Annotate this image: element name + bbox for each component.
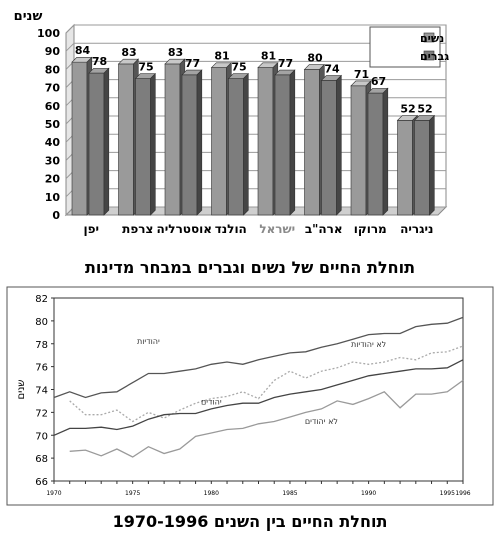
x-tick-label: 1970 bbox=[46, 490, 61, 497]
y-tick-label: 10 bbox=[45, 191, 61, 204]
y-tick-label: 20 bbox=[45, 173, 61, 186]
data-label: 84 bbox=[75, 44, 91, 57]
y-tick-label: 40 bbox=[45, 136, 61, 149]
chart-frame bbox=[6, 286, 494, 506]
legend-label: נשים bbox=[420, 32, 444, 45]
bar-side bbox=[103, 67, 110, 216]
x-tick-label: ארה"ב bbox=[305, 222, 343, 236]
bar-side bbox=[336, 74, 342, 216]
gridline bbox=[65, 24, 75, 34]
data-label: 81 bbox=[214, 50, 229, 63]
data-label: 75 bbox=[138, 61, 153, 74]
data-label: 78 bbox=[92, 55, 107, 68]
y-tick-label: 78 bbox=[35, 340, 48, 351]
series-line bbox=[69, 379, 464, 458]
y-tick-label: 76 bbox=[35, 363, 48, 374]
data-label: 52 bbox=[400, 102, 415, 115]
series-label: לא יהודיות bbox=[351, 340, 386, 349]
y-tick-label: 70 bbox=[35, 431, 48, 442]
x-tick-label: ישראל bbox=[259, 222, 295, 236]
x-tick-label: הולנד bbox=[215, 222, 247, 236]
bar-side bbox=[150, 72, 156, 216]
x-tick-label: צרפת bbox=[122, 222, 153, 236]
data-label: 83 bbox=[121, 46, 136, 59]
data-label: 83 bbox=[168, 46, 183, 59]
bar-side bbox=[382, 87, 389, 216]
bar-side bbox=[289, 69, 296, 216]
series-label: לא יהודים bbox=[305, 417, 338, 426]
y-tick-label: 72 bbox=[35, 408, 48, 419]
y-tick-label: 74 bbox=[35, 386, 48, 397]
data-label: 52 bbox=[417, 102, 432, 115]
x-tick-label: 1996 bbox=[455, 490, 470, 497]
bar-side bbox=[196, 69, 203, 216]
x-tick-label: 1995 bbox=[440, 490, 455, 497]
bar-chart: 0102030405060708090100שנים8478יפן8375צרפ… bbox=[14, 9, 450, 236]
data-label: 81 bbox=[261, 50, 276, 63]
gridline bbox=[65, 42, 75, 52]
series-label: יהודים bbox=[201, 397, 222, 406]
line-chart-title: תוחלת החיים בין השנים 1970-1996 bbox=[112, 512, 388, 531]
x-tick-label: 1980 bbox=[204, 490, 219, 497]
y-tick-label: 60 bbox=[45, 100, 61, 113]
y-axis-title: שנים bbox=[14, 9, 43, 24]
y-tick-label: 68 bbox=[35, 454, 48, 465]
x-tick-label: 1975 bbox=[125, 490, 140, 497]
y-tick-label: 50 bbox=[45, 118, 61, 131]
data-label: 74 bbox=[324, 62, 340, 75]
x-tick-label: יפן bbox=[83, 222, 99, 236]
data-label: 71 bbox=[354, 68, 369, 81]
data-label: 80 bbox=[307, 51, 323, 64]
data-label: 77 bbox=[185, 57, 200, 70]
series-line bbox=[69, 345, 464, 423]
y-tick-label: 82 bbox=[35, 294, 48, 305]
bar-side bbox=[429, 114, 435, 216]
x-tick-label: ניגריה bbox=[400, 222, 433, 236]
y-tick-label: 90 bbox=[45, 45, 61, 58]
y-tick-label: 70 bbox=[45, 82, 61, 95]
data-label: 77 bbox=[278, 57, 293, 70]
x-tick-label: 1990 bbox=[361, 490, 376, 497]
data-label: 75 bbox=[231, 61, 246, 74]
line-chart: 66 68 70 72 74 76 78 80 82 1970 1975 1980 1985 1990 19… bbox=[6, 286, 494, 506]
bar-chart-title: תוחלת החיים של נשים וגברים במבחר מדינות bbox=[84, 258, 415, 277]
y-tick-label: 30 bbox=[45, 154, 61, 167]
y-tick-label: 80 bbox=[45, 63, 61, 76]
bar-side bbox=[243, 72, 249, 216]
y-tick-label: 0 bbox=[52, 209, 60, 222]
legend-swatch bbox=[423, 50, 435, 61]
y-tick-label: 66 bbox=[35, 477, 48, 488]
y-tick-label: 100 bbox=[37, 27, 60, 40]
series-label: יהודיות bbox=[137, 337, 160, 346]
legend-swatch bbox=[423, 32, 435, 43]
series-line bbox=[53, 316, 464, 399]
x-tick-label: 1985 bbox=[282, 490, 297, 497]
legend-label: גברים bbox=[420, 50, 449, 63]
y-tick-label: 80 bbox=[35, 317, 48, 328]
series-line bbox=[53, 359, 464, 436]
x-tick-label: מרוקו bbox=[354, 222, 387, 236]
x-tick-label: אוסטרליה bbox=[157, 222, 212, 236]
data-label: 67 bbox=[371, 75, 386, 88]
y-axis-title: שנים bbox=[16, 380, 27, 400]
